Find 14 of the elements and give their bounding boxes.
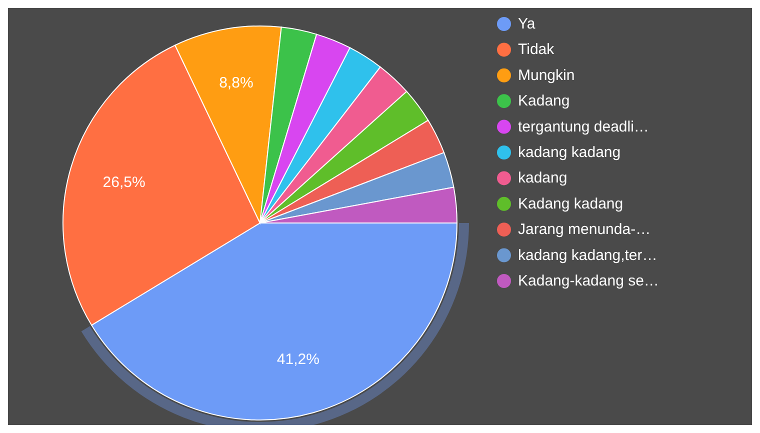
legend-label: Tidak (518, 41, 555, 58)
legend-label: Ya (518, 16, 536, 32)
data-label: 8,8% (219, 74, 254, 92)
legend-label: Kadang kadang (518, 195, 624, 212)
data-label: 26,5% (102, 174, 146, 191)
legend-label: Kadang (518, 92, 570, 110)
data-label: 41,2% (276, 351, 320, 368)
legend-label: kadang kadang,ter… (518, 246, 658, 264)
legend-label: Mungkin (518, 66, 575, 84)
legend-label: tergantung deadli… (518, 118, 649, 136)
legend-label: kadang kadang (518, 144, 621, 161)
legend-label: Jarang menunda-… (518, 221, 651, 238)
legend-label: Kadang-kadang se… (518, 272, 659, 290)
legend-label: kadang (518, 170, 568, 187)
